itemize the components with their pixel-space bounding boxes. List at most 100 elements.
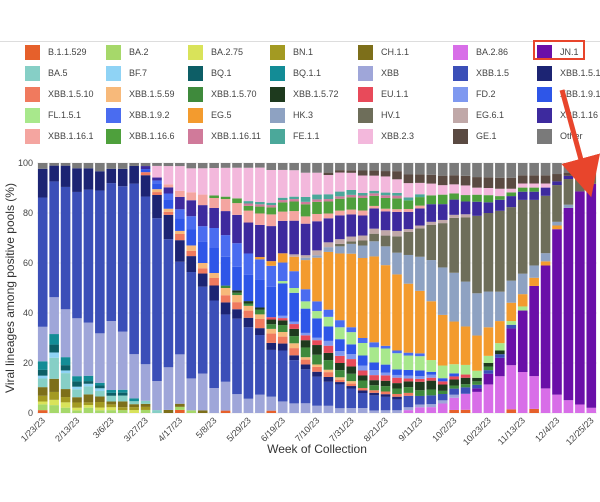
bar-segment[interactable] — [369, 362, 379, 371]
bar-segment[interactable] — [140, 409, 151, 413]
bar-segment[interactable] — [277, 202, 288, 212]
bar-segment[interactable] — [357, 393, 368, 408]
bar-segment[interactable] — [232, 318, 242, 395]
bar-segment[interactable] — [175, 163, 185, 167]
bar-segment[interactable] — [300, 163, 311, 173]
bar-segment[interactable] — [563, 400, 574, 413]
bar-segment[interactable] — [517, 306, 528, 311]
bar-segment[interactable] — [243, 253, 254, 275]
bar-segment[interactable] — [277, 200, 288, 203]
bar-segment[interactable] — [129, 165, 139, 184]
bar-segment[interactable] — [323, 163, 334, 173]
bar-segment[interactable] — [540, 388, 551, 413]
bar-segment[interactable] — [289, 321, 299, 325]
bar-segment[interactable] — [243, 274, 254, 302]
legend-item-xbb-1-5[interactable]: XBB.1.5 — [453, 65, 509, 81]
bar-segment[interactable] — [357, 210, 368, 216]
bar-segment[interactable] — [289, 170, 299, 197]
bar-segment[interactable] — [472, 187, 482, 195]
bar-segment[interactable] — [277, 253, 288, 263]
bar-segment[interactable] — [197, 241, 208, 263]
bar-segment[interactable] — [335, 239, 345, 244]
bar-segment[interactable] — [437, 163, 448, 176]
bar-segment[interactable] — [495, 291, 505, 322]
bar-segment[interactable] — [60, 370, 71, 374]
bar-segment[interactable] — [403, 211, 414, 230]
bar-segment[interactable] — [95, 410, 105, 413]
bar-segment[interactable] — [289, 292, 299, 322]
bar-segment[interactable] — [106, 392, 117, 396]
bar-segment[interactable] — [255, 279, 265, 308]
bar-segment[interactable] — [540, 253, 551, 262]
bar-segment[interactable] — [129, 398, 139, 402]
bar-segment[interactable] — [289, 336, 299, 344]
legend-item-fl-1-5-1[interactable]: FL.1.5.1 — [25, 107, 81, 123]
bar-segment[interactable] — [369, 390, 379, 393]
bar-segment[interactable] — [403, 163, 414, 175]
bar-segment[interactable] — [197, 205, 208, 227]
bar-segment[interactable] — [83, 375, 94, 382]
bar-segment[interactable] — [392, 388, 402, 394]
bar-segment[interactable] — [380, 192, 391, 196]
bar-segment[interactable] — [335, 377, 345, 380]
bar-segment[interactable] — [197, 268, 208, 274]
bar-segment[interactable] — [323, 213, 334, 219]
bar-segment[interactable] — [403, 392, 414, 396]
bar-segment[interactable] — [323, 242, 334, 248]
bar-segment[interactable] — [117, 395, 128, 402]
bar-segment[interactable] — [357, 193, 368, 196]
bar-segment[interactable] — [312, 371, 322, 377]
bar-segment[interactable] — [357, 338, 368, 343]
bar-segment[interactable] — [552, 185, 562, 222]
bar-segment[interactable] — [449, 321, 459, 365]
bar-segment[interactable] — [232, 394, 242, 413]
bar-segment[interactable] — [346, 236, 357, 242]
bar-segment[interactable] — [426, 389, 437, 396]
bar-segment[interactable] — [255, 204, 265, 207]
bar-segment[interactable] — [266, 207, 277, 215]
bar-segment[interactable] — [449, 214, 459, 218]
bar-segment[interactable] — [220, 163, 231, 168]
bar-segment[interactable] — [346, 344, 357, 355]
bar-segment[interactable] — [323, 369, 334, 373]
bar-segment[interactable] — [392, 274, 402, 351]
bar-segment[interactable] — [117, 410, 128, 413]
bar-segment[interactable] — [83, 381, 94, 384]
bar-segment[interactable] — [60, 373, 71, 390]
bar-segment[interactable] — [300, 403, 311, 413]
bar-segment[interactable] — [117, 389, 128, 393]
bar-segment[interactable] — [37, 404, 48, 411]
bar-segment[interactable] — [95, 163, 105, 172]
bar-segment[interactable] — [323, 381, 334, 406]
bar-segment[interactable] — [37, 378, 48, 388]
bar-segment[interactable] — [335, 163, 345, 171]
bar-segment[interactable] — [95, 402, 105, 408]
bar-segment[interactable] — [529, 163, 539, 176]
bar-segment[interactable] — [483, 384, 494, 413]
bar-segment[interactable] — [437, 390, 448, 395]
bar-segment[interactable] — [346, 194, 357, 198]
bar-segment[interactable] — [380, 211, 391, 231]
bar-segment[interactable] — [323, 372, 334, 377]
bar-segment[interactable] — [540, 195, 551, 254]
bar-segment[interactable] — [415, 205, 425, 209]
bar-segment[interactable] — [232, 302, 242, 310]
bar-segment[interactable] — [392, 410, 402, 413]
bar-segment[interactable] — [220, 381, 231, 411]
bar-segment[interactable] — [335, 382, 345, 385]
bar-segment[interactable] — [415, 381, 425, 391]
bar-segment[interactable] — [312, 366, 322, 372]
bar-segment[interactable] — [517, 273, 528, 295]
bar-segment[interactable] — [220, 295, 231, 303]
bar-segment[interactable] — [209, 278, 219, 286]
bar-segment[interactable] — [266, 163, 277, 171]
bar-segment[interactable] — [369, 256, 379, 343]
bar-segment[interactable] — [175, 209, 185, 219]
bar-segment[interactable] — [255, 394, 265, 413]
bar-segment[interactable] — [346, 386, 357, 389]
bar-segment[interactable] — [117, 401, 128, 408]
bar-segment[interactable] — [72, 389, 82, 398]
bar-segment[interactable] — [255, 318, 265, 329]
bar-segment[interactable] — [220, 196, 231, 200]
legend-item-bn-1[interactable]: BN.1 — [270, 44, 313, 60]
